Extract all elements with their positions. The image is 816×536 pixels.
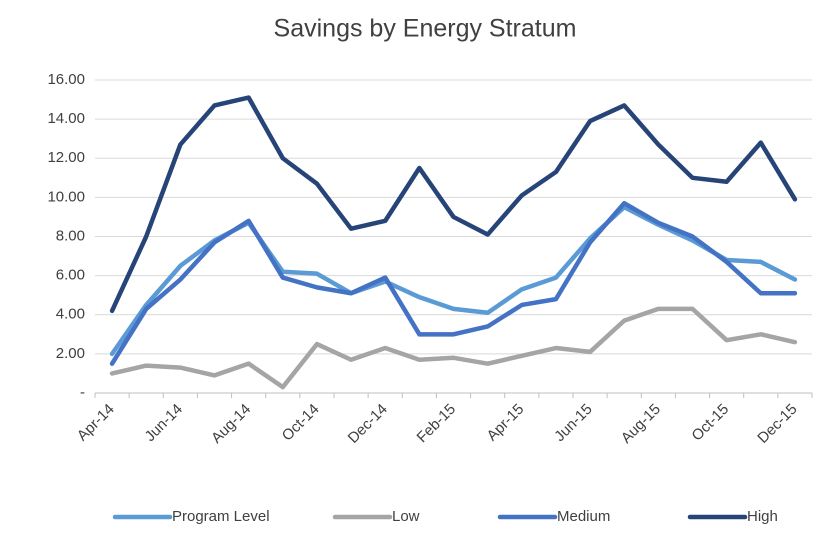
x-tick-label: Aug-15: [618, 401, 664, 447]
y-tick-label: 10.00: [47, 188, 85, 205]
legend-label: Low: [392, 508, 420, 525]
series-line: [109, 200, 798, 366]
y-tick-label: 4.00: [56, 306, 85, 323]
x-tick-label: Dec-14: [345, 401, 391, 447]
series-line: [109, 306, 798, 390]
y-tick-label: -: [80, 384, 85, 401]
legend-label: High: [747, 508, 778, 525]
x-tick-label: Apr-14: [74, 401, 118, 445]
y-tick-label: 2.00: [56, 345, 85, 362]
y-tick-label: 6.00: [56, 267, 85, 284]
x-tick-label: Oct-14: [279, 401, 323, 445]
y-tick-label: 8.00: [56, 227, 85, 244]
series-line: [109, 95, 798, 314]
chart-title: Savings by Energy Stratum: [274, 15, 577, 43]
x-tick-label: Jun-14: [142, 401, 186, 445]
x-tick-label: Dec-15: [754, 401, 800, 447]
x-tick-label: Apr-15: [484, 401, 528, 445]
legend-label: Program Level: [172, 508, 270, 525]
x-tick-label: Aug-14: [208, 401, 254, 447]
x-tick-label: Jun-15: [551, 401, 595, 445]
y-tick-label: 14.00: [47, 110, 85, 127]
x-tick-label: Feb-15: [414, 401, 460, 447]
y-tick-label: 12.00: [47, 149, 85, 166]
legend-label: Medium: [557, 508, 610, 525]
y-tick-label: 16.00: [47, 71, 85, 88]
series-line: [109, 204, 798, 357]
x-tick-label: Oct-15: [688, 401, 732, 445]
